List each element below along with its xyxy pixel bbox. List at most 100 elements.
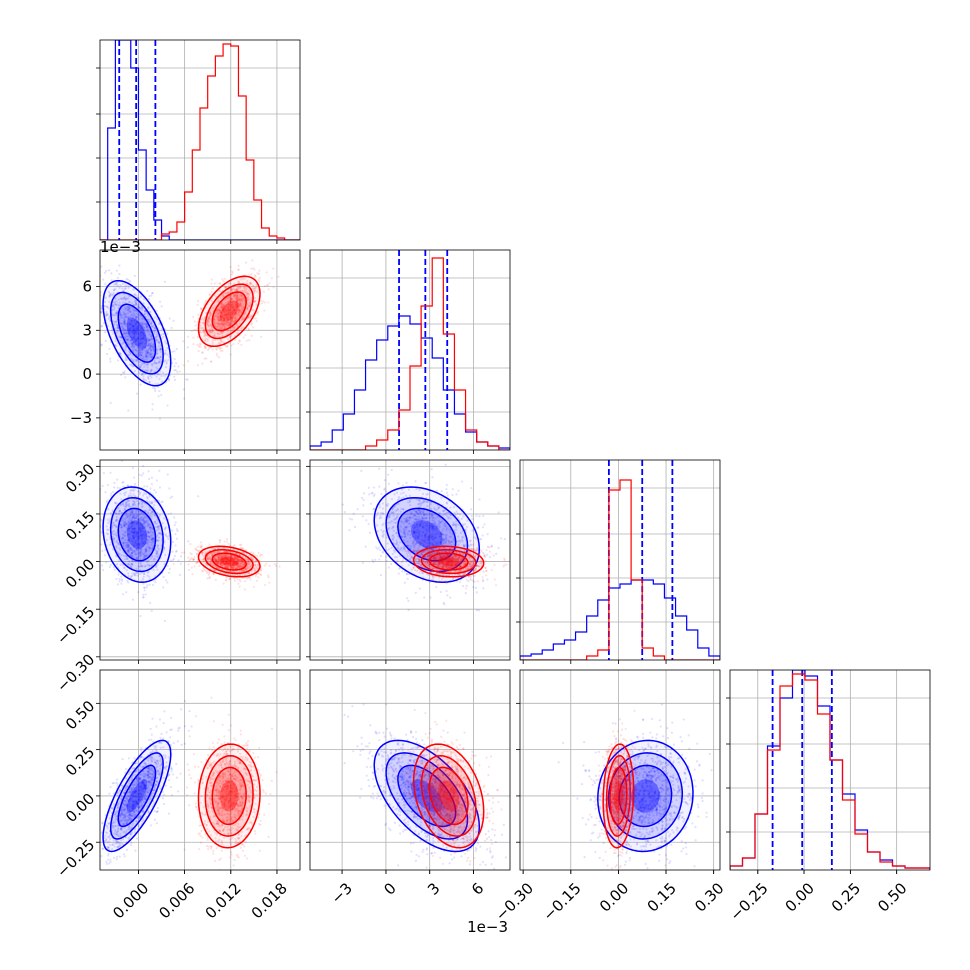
scatter-point	[249, 281, 252, 284]
scatter-point	[133, 314, 136, 318]
scatter-point	[145, 325, 148, 329]
scatter-point	[146, 325, 149, 329]
scatter-point	[227, 562, 230, 565]
scatter-point	[130, 565, 133, 568]
scatter-point	[114, 320, 118, 323]
scatter-point	[219, 338, 222, 341]
scatter-point	[218, 306, 222, 309]
contour-line	[102, 486, 172, 583]
scatter-point	[241, 289, 244, 292]
scatter-point	[129, 546, 132, 550]
scatter-point	[234, 306, 237, 309]
scatter-point	[200, 544, 203, 547]
scatter-point	[138, 490, 141, 493]
scatter-point	[225, 550, 228, 553]
scatter-point	[119, 548, 122, 551]
scatter-point	[124, 514, 127, 517]
scatter-point	[232, 563, 235, 566]
scatter-point	[171, 559, 174, 562]
scatter-point	[130, 521, 133, 524]
scatter-point	[444, 509, 447, 512]
scatter-point	[219, 556, 222, 559]
scatter-point	[149, 502, 152, 505]
axes-frame	[99, 249, 301, 451]
scatter-point	[122, 522, 125, 525]
scatter-point	[253, 300, 256, 303]
scatter-point	[202, 327, 206, 330]
scatter-point	[119, 373, 123, 376]
scatter-point	[138, 364, 141, 367]
scatter-point	[123, 370, 126, 373]
scatter-point	[208, 557, 212, 560]
scatter-point	[138, 531, 141, 534]
scatter-point	[230, 318, 233, 321]
scatter-point	[147, 333, 151, 336]
scatter-point	[141, 539, 144, 543]
scatter-point	[206, 557, 209, 561]
scatter-point	[134, 534, 137, 537]
scatter-point	[139, 564, 143, 568]
scatter-point	[224, 555, 227, 558]
density-fill	[212, 553, 247, 570]
scatter-point	[237, 558, 240, 561]
scatter-point	[424, 538, 427, 541]
scatter-point	[133, 333, 136, 336]
scatter-point	[157, 340, 160, 343]
scatter-point	[142, 519, 146, 523]
scatter-point	[124, 315, 128, 318]
scatter-point	[240, 547, 243, 550]
scatter-point	[228, 557, 231, 561]
scatter-point	[130, 325, 133, 328]
scatter-point	[142, 345, 145, 348]
scatter-point	[162, 332, 165, 336]
scatter-point	[115, 515, 118, 518]
scatter-point	[125, 523, 128, 526]
scatter-point	[124, 534, 127, 537]
scatter-point	[431, 532, 434, 535]
scatter-point	[147, 511, 150, 514]
scatter-point	[139, 614, 142, 618]
scatter-point	[141, 322, 144, 325]
scatter-point	[119, 316, 122, 319]
scatter-point	[149, 526, 152, 529]
scatter-point	[240, 294, 243, 297]
scatter-point	[246, 560, 249, 563]
scatter-point	[141, 308, 144, 311]
scatter-point	[167, 358, 170, 362]
scatter-point	[140, 534, 143, 537]
scatter-point	[220, 322, 223, 325]
scatter-point	[137, 590, 140, 594]
scatter-point	[135, 321, 138, 324]
scatter-point	[459, 565, 462, 569]
scatter-point	[216, 316, 219, 319]
scatter-point	[237, 292, 240, 295]
scatter-point	[131, 359, 135, 362]
scatter-point	[217, 562, 220, 565]
scatter-point	[254, 563, 257, 566]
scatter-point	[103, 305, 106, 308]
contour-line	[204, 549, 254, 575]
scatter-point	[234, 292, 238, 296]
scatter-point	[223, 556, 226, 560]
scatter-point	[128, 350, 131, 353]
scatter-point	[227, 305, 230, 308]
scatter-point	[130, 551, 134, 555]
scatter-point	[122, 593, 125, 596]
scatter-point	[230, 329, 233, 332]
scatter-point	[145, 323, 148, 326]
scatter-point	[221, 325, 224, 328]
scatter-point	[140, 327, 143, 330]
scatter-point	[222, 319, 226, 323]
scatter-point	[231, 565, 234, 568]
scatter-point	[140, 534, 143, 538]
scatter-point	[446, 494, 449, 497]
scatter-point	[221, 558, 225, 561]
scatter-point	[239, 569, 242, 573]
scatter-point	[232, 305, 235, 308]
scatter-point	[405, 521, 408, 524]
scatter-point	[379, 574, 383, 577]
scatter-point	[226, 291, 230, 294]
scatter-point	[128, 327, 132, 330]
scatter-point	[236, 558, 239, 562]
scatter-point	[244, 309, 247, 312]
